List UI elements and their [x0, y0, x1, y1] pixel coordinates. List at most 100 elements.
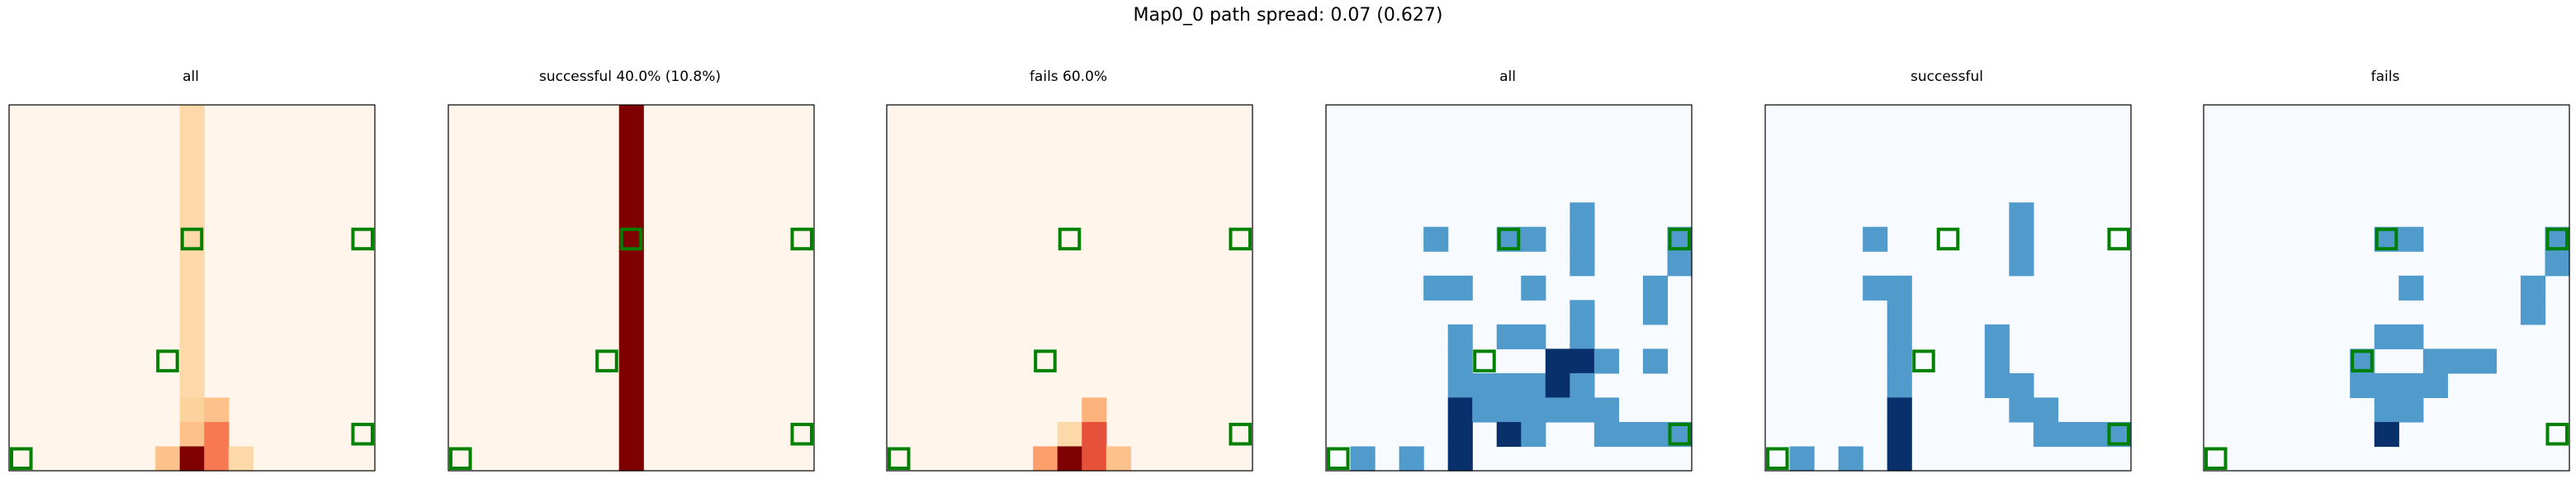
heatmap-cell — [1496, 372, 1522, 398]
goal-marker — [1327, 447, 1350, 471]
panel-title-all-blues: all — [1499, 69, 1516, 85]
heatmap-background — [887, 105, 1252, 471]
heatmap-cell — [1984, 324, 2010, 349]
goal-marker — [449, 447, 472, 471]
heatmap-panel-4 — [1325, 104, 1693, 472]
heatmap-panel-3 — [886, 104, 1253, 472]
heatmap-cell — [1863, 226, 1888, 252]
heatmap-cell — [1570, 300, 1595, 325]
heatmap-cell — [1350, 446, 1376, 472]
goal-marker — [1497, 227, 1521, 251]
heatmap-cell — [179, 300, 205, 325]
goal-marker — [1668, 422, 1692, 446]
goal-marker — [595, 349, 618, 372]
heatmap-cell — [179, 178, 205, 203]
heatmap-cell — [1863, 275, 1888, 301]
goal-marker — [351, 227, 375, 251]
heatmap-cell — [1496, 324, 1522, 349]
heatmap-cell — [1570, 372, 1595, 398]
heatmap-cell — [2398, 324, 2424, 349]
goal-marker — [1936, 227, 1960, 251]
heatmap-cell — [1521, 372, 1546, 398]
heatmap-cell — [618, 105, 644, 130]
heatmap-cell — [1984, 349, 2010, 374]
goal-marker — [2545, 227, 2569, 251]
heatmap-cell — [1887, 300, 1912, 325]
heatmap-cell — [1570, 226, 1595, 252]
figure-title: Map0_0 path spread: 0.07 (0.627) — [1133, 5, 1443, 26]
goal-marker — [1912, 349, 1935, 372]
heatmap-cell — [618, 372, 644, 398]
heatmap-cell — [179, 129, 205, 154]
heatmap-cell — [155, 446, 181, 472]
heatmap-cell — [618, 129, 644, 154]
panel-title-all-oranges: all — [182, 69, 199, 85]
goal-marker — [1058, 227, 1082, 251]
heatmap-cell — [1447, 421, 1473, 448]
heatmap-cell — [2374, 324, 2399, 349]
heatmap-cell — [179, 275, 205, 301]
heatmap-cell — [618, 275, 644, 301]
heatmap-cell — [1570, 324, 1595, 349]
heatmap-cell — [1642, 421, 1669, 448]
heatmap-cell — [1570, 397, 1595, 423]
heatmap-cell — [2545, 251, 2570, 277]
heatmap-panel-1 — [8, 104, 376, 472]
goal-marker — [2107, 422, 2130, 446]
heatmap-cell — [618, 300, 644, 325]
heatmap-cell — [618, 154, 644, 179]
heatmap-cell — [1545, 349, 1570, 374]
heatmap-cell — [2009, 226, 2034, 252]
heatmap-cell — [1472, 397, 1498, 423]
heatmap-cell — [1887, 446, 1912, 472]
heatmap-cell — [2447, 349, 2473, 374]
panel-title-successful-oranges: successful 40.0% (10.8%) — [538, 69, 722, 85]
heatmap-cell — [618, 251, 644, 277]
heatmap-cell — [1033, 446, 1058, 472]
heatmap-cell — [1887, 275, 1912, 301]
heatmap-cell — [179, 421, 205, 448]
heatmap-cell — [1521, 421, 1546, 448]
heatmap-cell — [179, 324, 205, 349]
heatmap-cell — [1545, 372, 1570, 398]
goal-marker — [1229, 422, 1252, 446]
heatmap-cell — [2033, 397, 2058, 423]
heatmap-cell — [2374, 421, 2399, 448]
heatmap-cell — [1423, 275, 1449, 301]
heatmap-cell — [2081, 421, 2108, 448]
heatmap-cell — [1496, 397, 1522, 423]
heatmap-cell — [1545, 397, 1570, 423]
goal-marker — [1766, 447, 1789, 471]
heatmap-panel-2 — [447, 104, 815, 472]
heatmap-cell — [2033, 421, 2058, 448]
heatmap-cell — [1472, 372, 1498, 398]
heatmap-cell — [1838, 446, 1863, 472]
heatmap-cell — [1399, 446, 1424, 472]
heatmap-cell — [1642, 349, 1669, 374]
heatmap-cell — [1618, 421, 1644, 448]
heatmap-cell — [618, 421, 644, 448]
heatmap-cell — [1082, 421, 1107, 448]
heatmap-cell — [1570, 349, 1595, 374]
heatmap-cell — [1789, 446, 1815, 472]
heatmap-cell — [2422, 349, 2448, 374]
goal-marker — [1034, 349, 1057, 372]
axes-frame — [1325, 104, 1693, 472]
heatmap-cell — [2398, 372, 2424, 398]
axes-frame — [447, 104, 815, 472]
heatmap-cell — [1447, 372, 1473, 398]
heatmap-cell — [1521, 397, 1546, 423]
goal-marker — [2107, 227, 2130, 251]
heatmap-cell — [2398, 275, 2424, 301]
goal-marker — [1229, 227, 1252, 251]
heatmap-cell — [204, 421, 230, 448]
goal-marker — [156, 349, 179, 372]
heatmap-cell — [2374, 372, 2399, 398]
heatmap-cell — [2422, 372, 2448, 398]
heatmap-cell — [179, 202, 205, 228]
heatmap-cell — [1521, 275, 1546, 301]
heatmap-cell — [2471, 349, 2497, 374]
heatmap-cell — [1082, 446, 1107, 472]
heatmap-cell — [1447, 349, 1473, 374]
